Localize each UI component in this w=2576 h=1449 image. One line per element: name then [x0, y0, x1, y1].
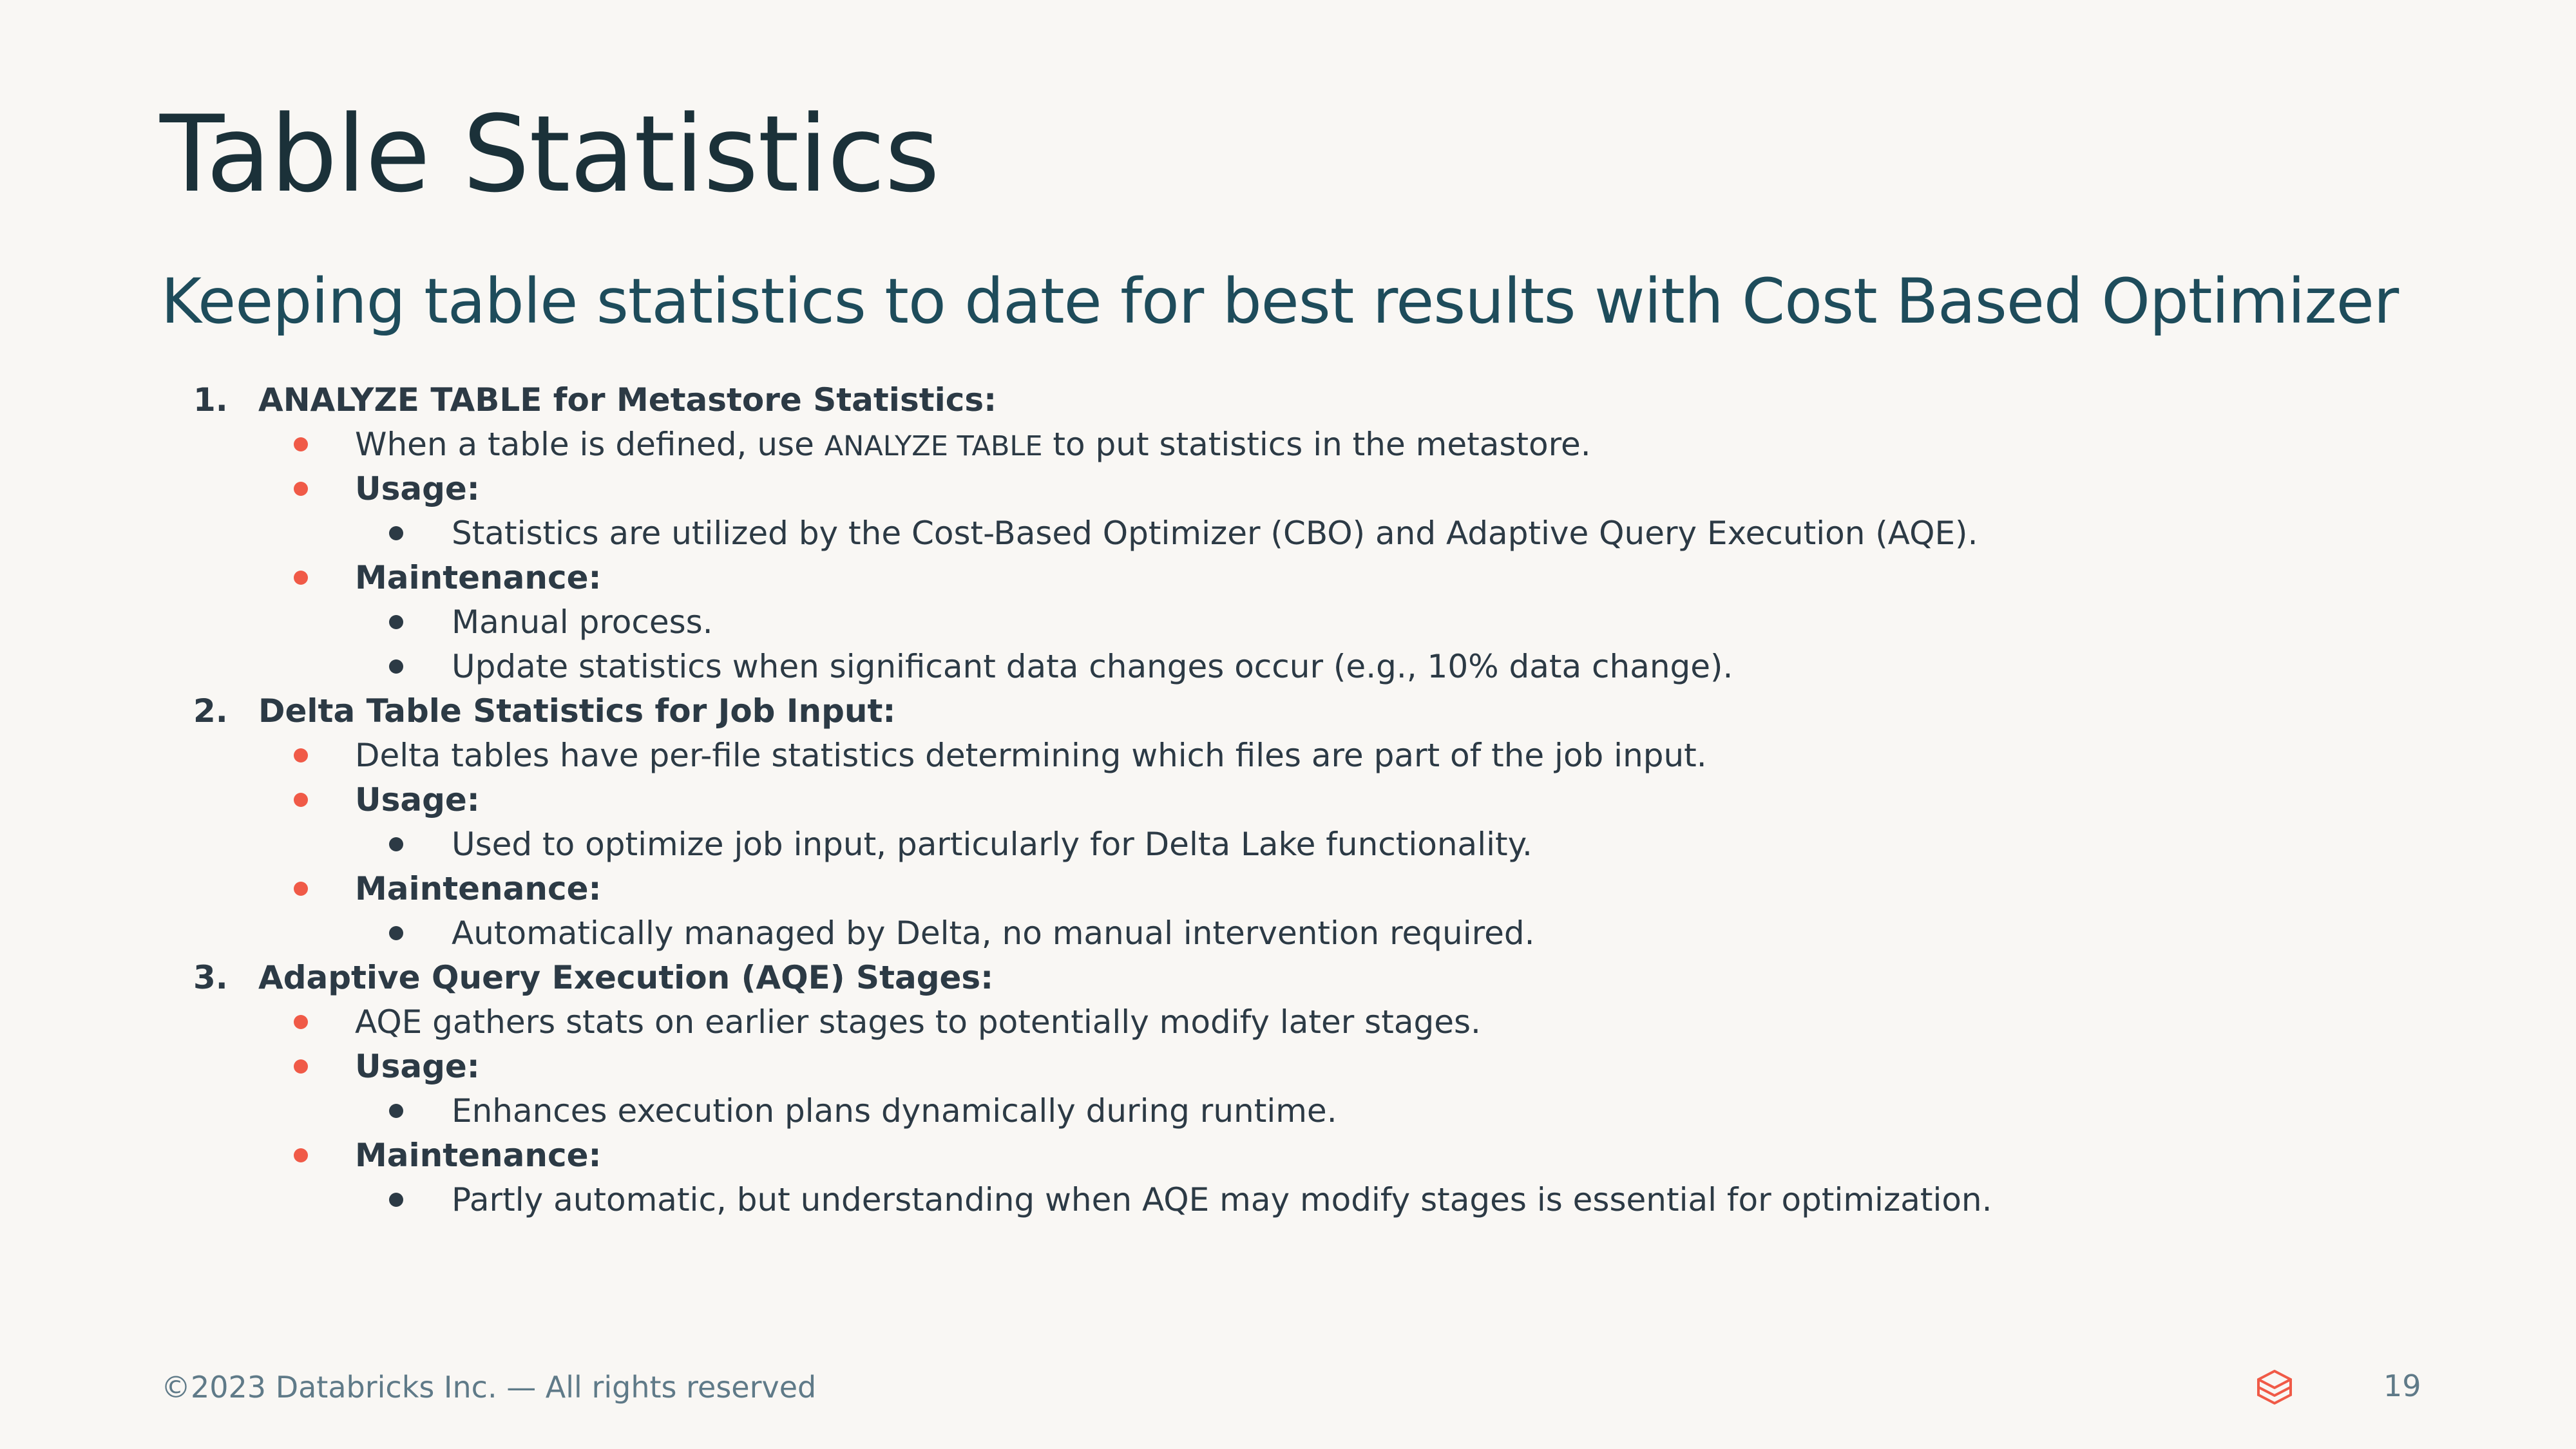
list-item: When a table is defined, use ANALYZE TAB…	[0, 422, 2576, 467]
section-1-row: 1. ANALYZE TABLE for Metastore Statistic…	[0, 378, 2576, 422]
section-3-row: 3. Adaptive Query Execution (AQE) Stages…	[0, 956, 2576, 1000]
usage-label: Usage:	[355, 1048, 480, 1085]
bullet-icon	[389, 837, 403, 851]
section-number: 3.	[193, 959, 228, 996]
usage-item: Statistics are utilized by the Cost-Base…	[452, 515, 1978, 552]
usage-item: Used to optimize job input, particularly…	[452, 826, 1532, 863]
bullet-icon	[294, 1148, 308, 1162]
slide-subtitle: Keeping table statistics to date for bes…	[161, 265, 2399, 337]
list-item: Update statistics when significant data …	[0, 645, 2576, 689]
list-item: Used to optimize job input, particularly…	[0, 822, 2576, 867]
section-heading: Delta Table Statistics for Job Input:	[258, 692, 896, 730]
footer-copyright: ©2023 Databricks Inc. — All rights reser…	[161, 1370, 817, 1405]
list-item: AQE gathers stats on earlier stages to p…	[0, 1000, 2576, 1045]
code-term: ANALYZE TABLE	[824, 430, 1043, 462]
bullet-icon	[294, 748, 308, 762]
section-number: 2.	[193, 692, 228, 730]
bullet-icon	[294, 1015, 308, 1029]
section-description: When a table is defined, use ANALYZE TAB…	[355, 422, 1591, 467]
maintenance-item: Partly automatic, but understanding when…	[452, 1181, 1992, 1218]
list-item: Delta tables have per-file statistics de…	[0, 734, 2576, 778]
bullet-icon	[389, 659, 403, 674]
list-item: Automatically managed by Delta, no manua…	[0, 911, 2576, 956]
databricks-logo-icon	[2257, 1370, 2292, 1405]
bullet-icon	[294, 571, 308, 585]
description-text: When a table is defined, use	[355, 426, 825, 463]
list-item: Statistics are utilized by the Cost-Base…	[0, 511, 2576, 556]
bullet-icon	[294, 793, 308, 807]
section-description: Delta tables have per-file statistics de…	[355, 737, 1707, 774]
usage-label: Usage:	[355, 470, 480, 507]
list-item: Maintenance:	[0, 556, 2576, 600]
bullet-icon	[389, 615, 403, 629]
list-item: Enhances execution plans dynamically dur…	[0, 1089, 2576, 1133]
maintenance-label: Maintenance:	[355, 1137, 602, 1174]
list-item: Manual process.	[0, 600, 2576, 645]
bullet-icon	[294, 1059, 308, 1074]
section-heading: ANALYZE TABLE for Metastore Statistics:	[258, 381, 997, 419]
bullet-icon	[294, 882, 308, 896]
maintenance-label: Maintenance:	[355, 870, 602, 907]
bullet-icon	[389, 526, 403, 540]
list-item: Maintenance:	[0, 1133, 2576, 1178]
usage-item: Enhances execution plans dynamically dur…	[452, 1092, 1337, 1130]
list-item: Usage:	[0, 778, 2576, 822]
maintenance-item: Update statistics when significant data …	[452, 648, 1733, 685]
list-item: Maintenance:	[0, 867, 2576, 911]
bullet-icon	[389, 1193, 403, 1207]
section-heading: Adaptive Query Execution (AQE) Stages:	[258, 959, 994, 996]
bullet-icon	[389, 1104, 403, 1118]
bullet-icon	[389, 926, 403, 940]
bullet-icon	[294, 437, 308, 451]
slide-title: Table Statistics	[160, 93, 940, 216]
description-text: to put statistics in the metastore.	[1042, 426, 1591, 463]
section-2-row: 2. Delta Table Statistics for Job Input:	[0, 689, 2576, 734]
section-description: AQE gathers stats on earlier stages to p…	[355, 1003, 1481, 1041]
list-item: Partly automatic, but understanding when…	[0, 1178, 2576, 1222]
maintenance-label: Maintenance:	[355, 559, 602, 596]
page-number: 19	[2383, 1368, 2421, 1403]
list-item: Usage:	[0, 467, 2576, 511]
section-number: 1.	[193, 381, 228, 419]
list-item: Usage:	[0, 1045, 2576, 1089]
maintenance-item: Automatically managed by Delta, no manua…	[452, 914, 1535, 952]
usage-label: Usage:	[355, 781, 480, 819]
maintenance-item: Manual process.	[452, 603, 713, 641]
bullet-icon	[294, 482, 308, 496]
